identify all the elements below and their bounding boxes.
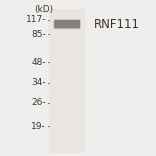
Text: 48-: 48- <box>31 58 46 67</box>
Text: 26-: 26- <box>31 98 46 107</box>
Text: 34-: 34- <box>31 78 46 87</box>
Text: (kD): (kD) <box>34 5 53 15</box>
FancyBboxPatch shape <box>53 19 81 29</box>
Text: 85-: 85- <box>31 30 46 39</box>
Text: 19-: 19- <box>31 122 46 131</box>
Text: 117-: 117- <box>26 15 46 24</box>
FancyBboxPatch shape <box>54 20 80 28</box>
Text: RNF111: RNF111 <box>94 18 140 31</box>
Bar <box>49 9 85 153</box>
